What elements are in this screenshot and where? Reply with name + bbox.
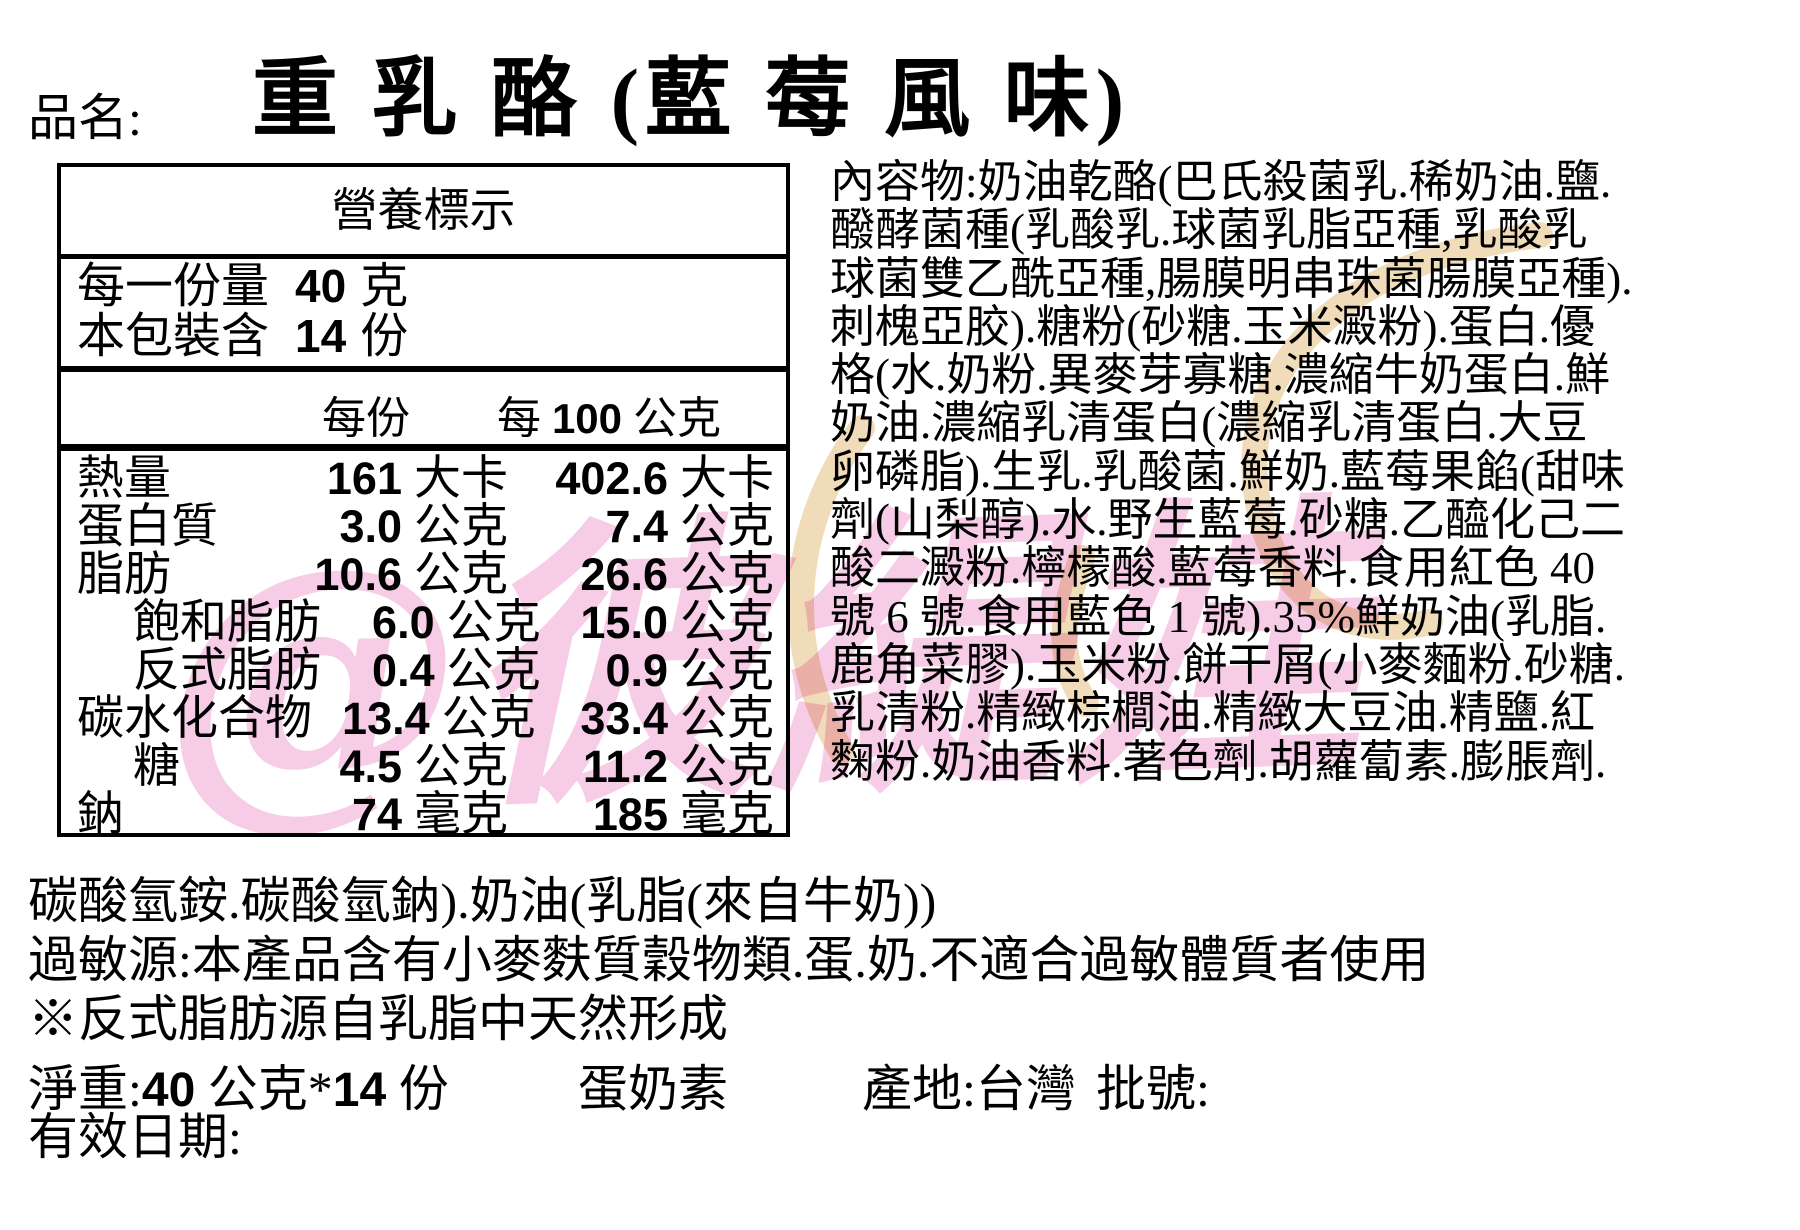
column-header-per-serving: 每份 (322, 394, 410, 443)
net-weight: 淨重:40 公克*14 份 (28, 1049, 449, 1121)
nutrient-per-serving-value: 0.4 (372, 645, 435, 696)
nutrient-per-100g-value: 0.9 (605, 645, 668, 696)
nutrient-per-serving-unit: 大卡 (414, 453, 508, 505)
nutrient-row: 反式脂肪 0.4 公克 0.9 公克 (61, 645, 786, 697)
ingredients-line: 刺槐亞胶).糖粉(砂糖.玉米澱粉).蛋白.優 (830, 301, 1595, 352)
trans-fat-note: ※反式脂肪源自乳脂中天然形成 (28, 991, 728, 1047)
nutrient-per-100g-unit: 公克 (680, 501, 774, 553)
ingredients-line: 號 6 號.食用藍色 1 號).35%鮮奶油(乳脂. (830, 591, 1607, 642)
nutrient-per-serving-value: 4.5 (339, 741, 402, 792)
net-weight-row: 淨重:40 公克*14 份 蛋奶素 產地:台灣 批號: (28, 1049, 1768, 1117)
serving-label: 本包裝含 (77, 310, 270, 363)
net-weight-unit: 份 (398, 1061, 449, 1117)
product-title: 重 乳 酪 (藍 莓 風 味) (252, 51, 1131, 147)
nutrient-per-serving-value: 74 (351, 789, 402, 840)
nutrient-per-serving-unit: 公克 (441, 693, 536, 745)
nutrient-row: 脂肪 10.6 公克 26.6 公克 (61, 549, 786, 601)
nutrient-per-serving-value: 3.0 (339, 501, 402, 552)
nutrient-per-serving-unit: 毫克 (414, 789, 508, 841)
nutrient-per-serving-unit: 公克 (414, 501, 508, 553)
serving-label: 每一份量 (77, 260, 270, 313)
serving-info-section: 每一份量 40 克 本包裝含 14 份 (61, 259, 786, 372)
nutrient-label: 蛋白質 (77, 501, 218, 553)
nutrient-row: 碳水化合物 13.4 公克 33.4 公克 (61, 693, 786, 745)
net-weight-servings: 14 (332, 1064, 387, 1117)
ingredients-continuation-line: 碳酸氫銨.碳酸氫鈉).奶油(乳脂(來自牛奶)) (28, 873, 937, 929)
ingredients-line: 酸二澱粉.檸檬酸.藍莓香料.食用紅色 40 (830, 543, 1596, 594)
nutrient-per-serving-unit: 公克 (446, 645, 541, 697)
nutrient-row: 飽和脂肪 6.0 公克 15.0 公克 (61, 597, 786, 649)
column-header-row: 每份 每 100 公克 (61, 372, 786, 451)
nutrient-label: 反式脂肪 (133, 645, 321, 697)
origin: 產地:台灣 (862, 1061, 1076, 1117)
nutrient-per-100g-unit: 公克 (680, 645, 774, 697)
net-weight-value: 40 (141, 1064, 196, 1117)
nutrient-per-100g-value: 15.0 (580, 597, 668, 648)
nutrient-row: 糖 4.5 公克 11.2 公克 (61, 741, 786, 793)
ingredients-line: 鹿角菜膠).玉米粉.餅干屑(小麥麵粉.砂糖. (830, 639, 1625, 690)
nutrient-per-100g-unit: 公克 (680, 549, 774, 601)
ingredients-line: 醱酵菌種(乳酸乳.球菌乳脂亞種,乳酸乳 (830, 205, 1588, 256)
ingredients-line: 卵磷脂).生乳.乳酸菌.鮮奶.藍莓果餡(甜味 (830, 446, 1625, 497)
nutrient-per-serving-unit: 公克 (414, 549, 508, 601)
nutrient-label: 鈉 (77, 789, 124, 841)
nutrient-label: 脂肪 (77, 549, 171, 601)
nutrient-per-100g-unit: 毫克 (680, 789, 774, 841)
serving-info-row: 每一份量 40 克 (77, 260, 786, 313)
serving-unit: 克 (360, 260, 409, 313)
nutrient-per-100g-value: 11.2 (582, 741, 668, 792)
nutrition-table-title: 營養標示 (61, 167, 786, 259)
nutrient-per-100g-unit: 大卡 (680, 453, 774, 505)
serving-value: 14 (295, 310, 347, 362)
ingredients-paragraph: 內容物:奶油乾酪(巴氏殺菌乳.稀奶油.鹽. 醱酵菌種(乳酸乳.球菌乳脂亞種,乳酸乳… (830, 158, 1795, 786)
ingredients-line: 內容物:奶油乾酪(巴氏殺菌乳.稀奶油.鹽. (830, 157, 1612, 207)
nutrient-row: 鈉 74 毫克 185 毫克 (61, 789, 786, 841)
nutrient-per-serving-unit: 公克 (414, 741, 508, 793)
serving-unit: 份 (360, 310, 409, 363)
nutrient-label: 碳水化合物 (77, 693, 312, 745)
nutrient-per-100g-unit: 公克 (680, 597, 774, 649)
ingredients-line: 球菌雙乙酰亞種,腸膜明串珠菌腸膜亞種). (830, 253, 1633, 304)
ingredients-line: 格(水.奶粉.異麥芽寡糖.濃縮牛奶蛋白.鮮 (830, 350, 1610, 401)
batch-number-label: 批號: (1096, 1061, 1210, 1117)
nutrient-per-serving-value: 6.0 (372, 597, 435, 648)
ingredients-line: 乳清粉.精緻棕櫚油.精緻大豆油.精鹽.紅 (830, 688, 1596, 739)
nutrient-per-100g-unit: 公克 (680, 741, 774, 793)
per-100g-number: 100 (551, 395, 623, 442)
column-header-per-100g: 每 100 公克 (459, 382, 759, 446)
footer-block: 碳酸氫銨.碳酸氫鈉).奶油(乳脂(來自牛奶)) 過敏源:本產品含有小麥麩質穀物類… (28, 872, 1768, 1167)
nutrient-per-serving-value: 13.4 (342, 693, 430, 744)
per-100g-prefix: 每 (496, 394, 541, 443)
net-weight-mid: 公克* (207, 1061, 333, 1117)
allergen-statement: 過敏源:本產品含有小麥麩質穀物類.蛋.奶.不適合過敏體質者使用 (28, 932, 1430, 988)
nutrient-per-100g-unit: 公克 (680, 693, 774, 745)
expiry-date-label: 有效日期: (28, 1109, 242, 1165)
serving-info-row: 本包裝含 14 份 (77, 310, 786, 363)
nutrient-rows: 熱量 161 大卡 402.6 大卡 蛋白質 3.0 公克 7.4 公克 脂肪 … (61, 451, 786, 841)
nutrient-row: 蛋白質 3.0 公克 7.4 公克 (61, 501, 786, 553)
product-name-field-label: 品名: (28, 90, 142, 146)
nutrient-per-100g-value: 7.4 (605, 501, 668, 552)
ingredients-line: 麴粉.奶油香料.著色劑.胡蘿蔔素.膨脹劑. (830, 736, 1607, 787)
nutrient-per-100g-value: 26.6 (580, 549, 668, 600)
nutrient-per-serving-unit: 公克 (446, 597, 541, 649)
ingredients-line: 奶油.濃縮乳清蛋白(濃縮乳清蛋白.大豆 (830, 398, 1588, 449)
serving-value: 40 (295, 260, 347, 312)
net-weight-label: 淨重: (28, 1061, 142, 1117)
nutrition-table: 營養標示 每一份量 40 克 本包裝含 14 份 每份 每 100 公克 熱量 161 … (57, 163, 790, 841)
ingredients-line: 劑(山梨醇).水.野生藍莓.砂糖.乙醯化己二 (830, 495, 1625, 546)
nutrient-row: 熱量 161 大卡 402.6 大卡 (61, 453, 786, 505)
nutrient-per-serving-value: 10.6 (314, 549, 402, 600)
nutrient-per-100g-value: 402.6 (555, 453, 668, 504)
nutrient-label: 熱量 (77, 453, 171, 505)
nutrient-per-100g-value: 185 (592, 789, 668, 840)
diet-type: 蛋奶素 (578, 1061, 728, 1117)
nutrient-label: 糖 (133, 741, 180, 793)
nutrient-per-serving-value: 161 (326, 453, 402, 504)
nutrient-label: 飽和脂肪 (133, 597, 321, 649)
nutrient-per-100g-value: 33.4 (580, 693, 668, 744)
per-100g-suffix: 公克 (633, 394, 722, 443)
